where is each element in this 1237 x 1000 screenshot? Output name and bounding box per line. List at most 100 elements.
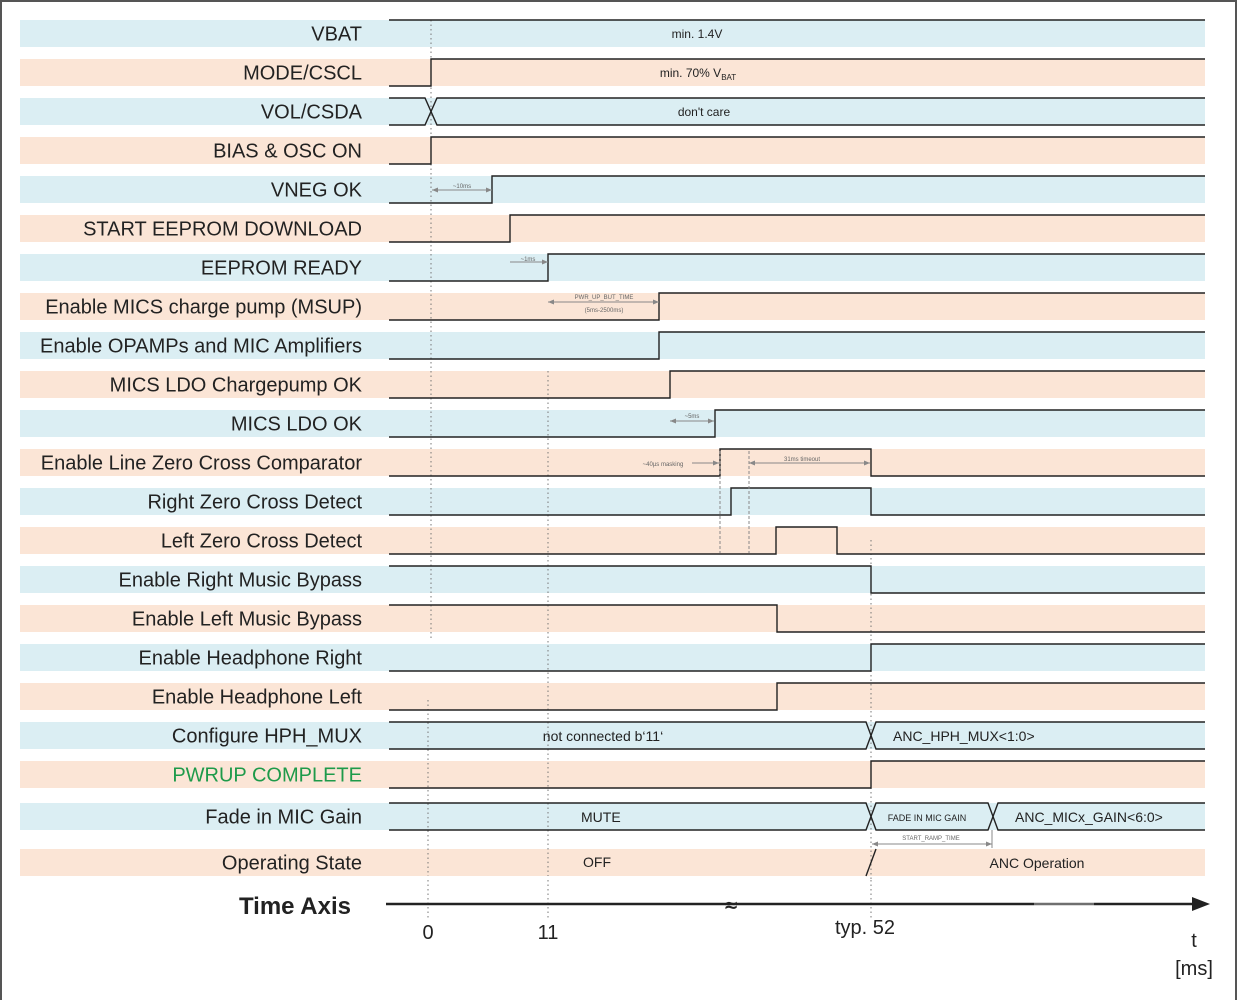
operating-state-after: ANC Operation — [990, 855, 1085, 871]
waveform-enable-left-music-bypass — [389, 604, 1205, 633]
mic-gain-state-after: ANC_MICx_GAIN<6:0> — [1015, 809, 1163, 825]
bus-bottom-mic-gain — [389, 814, 1205, 831]
time-axis-highlight — [1034, 902, 1094, 906]
time-axis-arrowhead — [1192, 897, 1210, 911]
waveform-left-zero-cross-detect — [389, 526, 1205, 555]
signal-label-operating-state: Operating State — [222, 853, 362, 875]
operating-state-transition — [865, 848, 877, 877]
mic-gain-state-before: MUTE — [581, 809, 621, 825]
waveform-mode-cscl — [389, 58, 1205, 87]
ldo-delay-arrowhead-left — [670, 418, 676, 424]
row-band-enable-right-music-bypass — [20, 566, 1205, 593]
bus-bottom-hph-mux — [389, 733, 1205, 750]
waveform-bias-osc-on — [389, 136, 1205, 165]
signal-label-fade-in-mic-gain: Fade in MIC Gain — [205, 807, 362, 829]
row-band-right-zero-cross-detect — [20, 488, 1205, 515]
hph-mux-state-before: not connected b‘11‘ — [543, 728, 663, 744]
operating-state-before: OFF — [583, 854, 611, 870]
signal-label-mics-ldo-chargepump-ok: MICS LDO Chargepump OK — [110, 375, 363, 397]
vneg-delay-label: ~10ms — [453, 184, 471, 190]
signal-label-enable-opamps-and-mic-amplifiers: Enable OPAMPs and MIC Amplifiers — [40, 336, 362, 358]
waveform-mics-ldo-ok — [389, 409, 1205, 438]
ldo-delay-label: ~5ms — [685, 414, 700, 420]
row-band-eeprom-ready — [20, 254, 1205, 281]
start-ramp-arrowhead-right — [986, 841, 992, 847]
waveform-enable-mics-charge-pump-msup — [389, 292, 1205, 321]
row-band-bias-osc-on — [20, 137, 1205, 164]
row-band-mics-ldo-ok — [20, 410, 1205, 437]
row-band-vneg-ok — [20, 176, 1205, 203]
ldo-delay-arrowhead-right — [708, 418, 714, 424]
row-band-operating-state — [20, 849, 1205, 876]
waveform-enable-headphone-left — [389, 682, 1205, 711]
vneg-delay-arrowhead-left — [432, 187, 438, 193]
row-band-enable-line-zero-cross-comparator — [20, 449, 1205, 476]
row-band-enable-headphone-left — [20, 683, 1205, 710]
waveforms — [389, 19, 1205, 877]
signal-label-enable-left-music-bypass: Enable Left Music Bypass — [132, 609, 362, 631]
time-axis: Time Axis ≈ 0 11 typ. 52 t [ms] — [239, 893, 1213, 980]
note-vbat: min. 1.4V — [672, 27, 723, 41]
row-band-vbat — [20, 20, 1205, 47]
pwr-up-arrowhead-right — [653, 299, 659, 305]
grid-lines — [427, 20, 872, 918]
waveform-enable-right-music-bypass — [389, 565, 1205, 594]
time-axis-break: ≈ — [723, 895, 738, 916]
signal-label-enable-line-zero-cross-comparator: Enable Line Zero Cross Comparator — [41, 453, 363, 475]
tick-0: 0 — [422, 922, 433, 944]
bus-top-mic-gain — [389, 802, 1205, 819]
masking-label: ~40µs masking — [643, 462, 684, 468]
waveform-enable-line-zero-cross-comparator — [389, 448, 1205, 477]
row-band-configure-hph-mux — [20, 722, 1205, 749]
tick-11: 11 — [538, 922, 559, 944]
signal-label-vneg-ok: VNEG OK — [271, 180, 363, 202]
signal-label-mode-cscl: MODE/CSCL — [243, 63, 362, 85]
pwr-up-time-range: (5ms-2500ms) — [585, 308, 624, 314]
row-band-fade-in-mic-gain — [20, 803, 1205, 830]
signal-label-right-zero-cross-detect: Right Zero Cross Detect — [147, 492, 362, 514]
signal-label-enable-headphone-left: Enable Headphone Left — [152, 687, 363, 709]
vneg-delay-arrowhead-right — [486, 187, 492, 193]
waveform-pwrup-complete — [389, 760, 1205, 789]
row-band-vol-csda — [20, 98, 1205, 125]
signal-label-configure-hph-mux: Configure HPH_MUX — [172, 726, 362, 748]
waveform-eeprom-ready — [389, 253, 1205, 282]
signal-label-pwrup-complete: PWRUP COMPLETE — [172, 765, 362, 787]
row-band-enable-mics-charge-pump-msup — [20, 293, 1205, 320]
signal-label-start-eeprom-download: START EEPROM DOWNLOAD — [83, 219, 362, 241]
signal-label-mics-ldo-ok: MICS LDO OK — [231, 414, 363, 436]
signal-label-enable-headphone-right: Enable Headphone Right — [138, 648, 362, 670]
waveform-mics-ldo-chargepump-ok — [389, 370, 1205, 399]
pwr-up-time-label: PWR_UP_BUT_TIME — [575, 295, 634, 301]
note-mode-cscl: min. 70% VBAT — [660, 66, 736, 82]
timeout-label: 31ms timeout — [784, 457, 820, 463]
row-band-pwrup-complete — [20, 761, 1205, 788]
row-band-left-zero-cross-detect — [20, 527, 1205, 554]
time-unit-symbol: t — [1191, 930, 1197, 952]
annotations: ~10ms ~1ms PWR_UP_BUT_TIME (5ms-2500ms) … — [432, 184, 993, 848]
signal-label-enable-right-music-bypass: Enable Right Music Bypass — [119, 570, 362, 592]
tick-52: typ. 52 — [835, 917, 895, 939]
hph-mux-state-after: ANC_HPH_MUX<1:0> — [893, 728, 1035, 744]
row-band-start-eeprom-download — [20, 215, 1205, 242]
waveform-start-eeprom-download — [389, 214, 1205, 243]
start-ramp-label: START_RAMP_TIME — [902, 836, 959, 842]
masking-arrowhead — [713, 460, 719, 466]
timeout-arrowhead-right — [864, 460, 870, 466]
row-band-mics-ldo-chargepump-ok — [20, 371, 1205, 398]
signal-label-bias-osc-on: BIAS & OSC ON — [213, 141, 362, 163]
signal-label-left-zero-cross-detect: Left Zero Cross Detect — [161, 531, 363, 553]
pwr-up-arrowhead-left — [548, 299, 554, 305]
row-band-mode-cscl — [20, 59, 1205, 86]
signal-labels: VBAT MODE/CSCL VOL/CSDA BIAS & OSC ON VNEG O… — [40, 24, 363, 875]
note-mode-sub: BAT — [721, 73, 736, 82]
waveform-notes: min. 1.4V min. 70% VBAT don't care not conn… — [543, 27, 1163, 871]
row-band-enable-opamps-and-mic-amplifiers — [20, 332, 1205, 359]
note-vol-csda: don't care — [678, 105, 731, 119]
eeprom-delay-label: ~1ms — [521, 257, 536, 263]
row-bands — [20, 20, 1205, 876]
signal-label-eeprom-ready: EEPROM READY — [201, 258, 362, 280]
time-axis-title: Time Axis — [239, 893, 351, 920]
